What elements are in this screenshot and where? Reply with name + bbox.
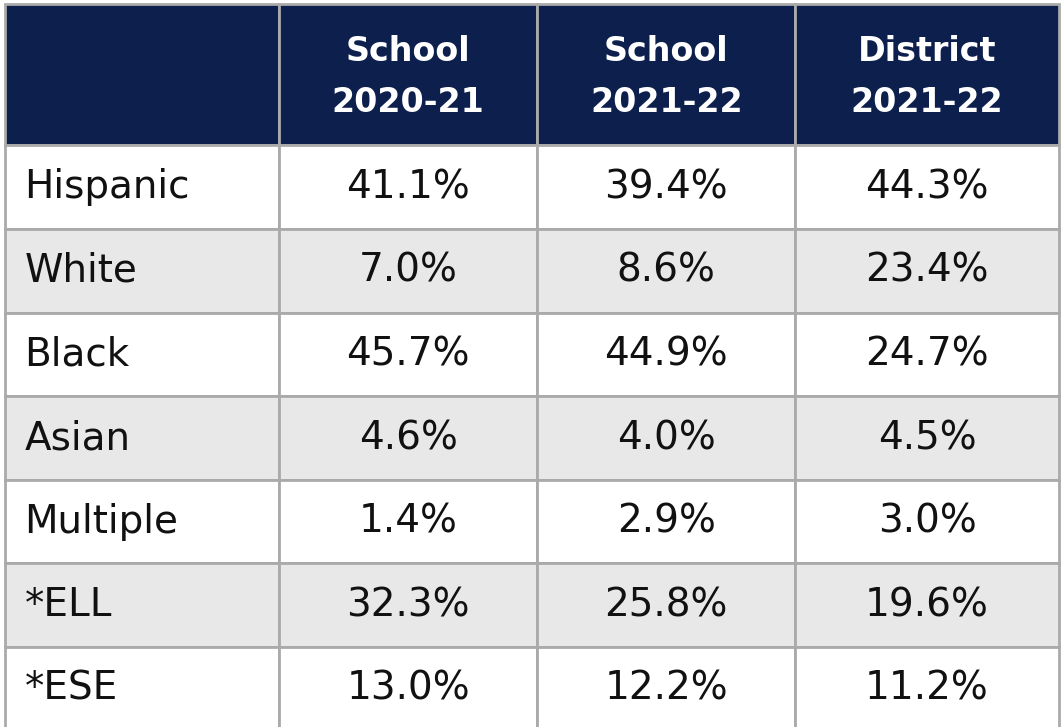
Bar bbox=[5, 396, 279, 480]
Text: 2020-21: 2020-21 bbox=[332, 86, 484, 119]
Text: Multiple: Multiple bbox=[24, 502, 179, 541]
Bar bbox=[279, 396, 537, 480]
Bar bbox=[279, 145, 537, 229]
Bar bbox=[5, 313, 279, 396]
Bar bbox=[537, 229, 795, 313]
Text: 2021-22: 2021-22 bbox=[851, 86, 1003, 119]
Bar bbox=[537, 563, 795, 647]
Bar bbox=[795, 229, 1059, 313]
Text: 44.9%: 44.9% bbox=[604, 335, 728, 374]
Bar bbox=[537, 4, 795, 145]
Text: 23.4%: 23.4% bbox=[865, 252, 988, 290]
Text: 11.2%: 11.2% bbox=[865, 670, 988, 708]
Text: 2.9%: 2.9% bbox=[617, 502, 716, 541]
Bar bbox=[795, 4, 1059, 145]
Bar bbox=[279, 563, 537, 647]
Bar bbox=[795, 396, 1059, 480]
Bar bbox=[537, 647, 795, 727]
Text: *ELL: *ELL bbox=[24, 586, 112, 624]
Bar bbox=[795, 145, 1059, 229]
Text: 45.7%: 45.7% bbox=[347, 335, 470, 374]
Text: 12.2%: 12.2% bbox=[604, 670, 728, 708]
Text: Black: Black bbox=[24, 335, 130, 374]
Bar bbox=[537, 480, 795, 563]
Text: 39.4%: 39.4% bbox=[604, 168, 728, 206]
Bar bbox=[279, 313, 537, 396]
Text: 4.0%: 4.0% bbox=[617, 419, 716, 457]
Text: Hispanic: Hispanic bbox=[24, 168, 190, 206]
Text: 19.6%: 19.6% bbox=[865, 586, 988, 624]
Text: 24.7%: 24.7% bbox=[865, 335, 988, 374]
Bar bbox=[5, 145, 279, 229]
Text: 8.6%: 8.6% bbox=[617, 252, 716, 290]
Bar bbox=[795, 480, 1059, 563]
Bar bbox=[537, 313, 795, 396]
Text: 1.4%: 1.4% bbox=[359, 502, 458, 541]
Bar bbox=[795, 563, 1059, 647]
Bar bbox=[537, 145, 795, 229]
Text: 4.6%: 4.6% bbox=[359, 419, 458, 457]
Bar bbox=[279, 4, 537, 145]
Text: 2021-22: 2021-22 bbox=[591, 86, 743, 119]
Text: White: White bbox=[24, 252, 137, 290]
Text: School: School bbox=[346, 35, 470, 68]
Text: 25.8%: 25.8% bbox=[604, 586, 728, 624]
Text: 41.1%: 41.1% bbox=[347, 168, 470, 206]
Text: *ESE: *ESE bbox=[24, 670, 118, 708]
Text: District: District bbox=[858, 35, 996, 68]
Bar bbox=[795, 647, 1059, 727]
Bar bbox=[5, 229, 279, 313]
Bar bbox=[795, 313, 1059, 396]
Text: 7.0%: 7.0% bbox=[359, 252, 458, 290]
Text: School: School bbox=[604, 35, 729, 68]
Bar bbox=[537, 396, 795, 480]
Text: 32.3%: 32.3% bbox=[347, 586, 470, 624]
Bar bbox=[279, 647, 537, 727]
Bar bbox=[5, 4, 279, 145]
Bar bbox=[5, 647, 279, 727]
Text: 4.5%: 4.5% bbox=[878, 419, 977, 457]
Text: 3.0%: 3.0% bbox=[878, 502, 977, 541]
Bar bbox=[279, 480, 537, 563]
Bar bbox=[5, 480, 279, 563]
Bar bbox=[5, 563, 279, 647]
Bar bbox=[279, 229, 537, 313]
Text: 13.0%: 13.0% bbox=[347, 670, 470, 708]
Text: Asian: Asian bbox=[24, 419, 131, 457]
Text: 44.3%: 44.3% bbox=[865, 168, 988, 206]
